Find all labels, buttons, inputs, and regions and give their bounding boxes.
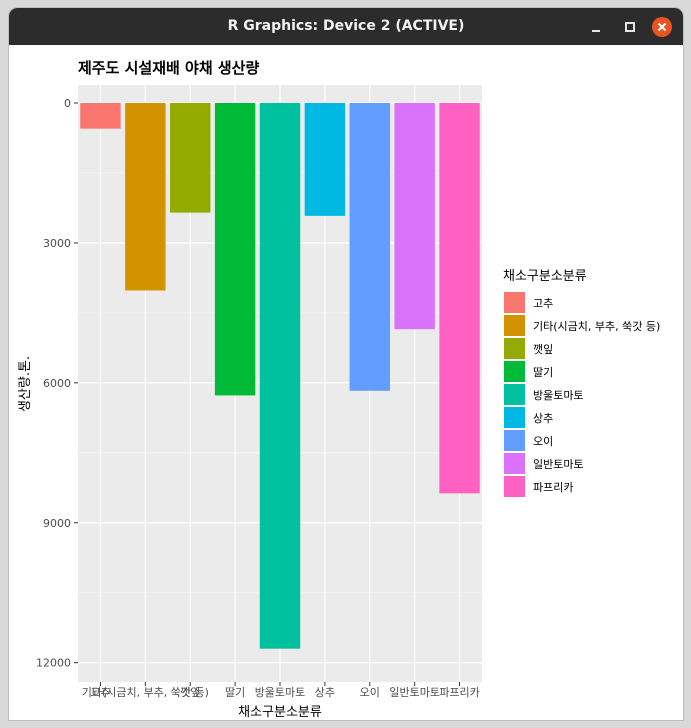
legend-title: 채소구분소분류	[503, 269, 587, 284]
x-tick-label: 깻잎	[180, 686, 200, 699]
x-tick-label: 일반토마토	[389, 685, 440, 699]
legend-label-4: 딸기	[533, 366, 553, 379]
y-axis-ticks: 0 3000 6000 9000 12000	[36, 97, 78, 670]
bars	[80, 103, 480, 649]
x-tick-label: 기타(시금치, 부추, 쑥갓 등)	[82, 686, 209, 699]
legend-label-3: 깻잎	[533, 343, 553, 356]
bar-5	[259, 103, 301, 649]
close-button[interactable]	[652, 17, 672, 37]
legend-key-1	[504, 292, 525, 313]
legend-label-5: 방울토마토	[533, 389, 584, 402]
x-tick-label: 방울토마토	[255, 686, 306, 699]
bar-4	[214, 103, 256, 396]
window-title: R Graphics: Device 2 (ACTIVE)	[227, 18, 465, 34]
x-axis-label: 채소구분소분류	[238, 705, 322, 720]
legend-key-8	[504, 453, 525, 474]
minimize-button[interactable]	[586, 17, 606, 37]
y-tick-label: 12000	[36, 657, 71, 670]
bar-8	[394, 103, 435, 330]
legend-key-5	[504, 384, 525, 405]
plot-area: 제주도 시설재배 야채 생산량 0 3000 6000 9000 12000 고추 기타(…	[9, 45, 683, 720]
title-bar[interactable]: R Graphics: Device 2 (ACTIVE)	[9, 8, 683, 45]
close-icon	[657, 22, 667, 32]
bar-6	[304, 103, 346, 216]
bar-2	[125, 103, 166, 291]
x-tick-label: 파프리카	[439, 686, 479, 699]
legend-key-4	[504, 361, 525, 382]
chart-title: 제주도 시설재배 야채 생산량	[78, 59, 259, 77]
legend-label-6: 상추	[533, 412, 553, 425]
maximize-button[interactable]	[620, 17, 640, 37]
legend-label-7: 오이	[533, 435, 553, 448]
legend-label-9: 파프리카	[533, 481, 573, 494]
maximize-icon	[625, 22, 635, 32]
x-tick-label: 오이	[360, 686, 380, 699]
legend-key-6	[504, 407, 525, 428]
bar-3	[170, 103, 211, 213]
y-axis-label: 생산량.톤.	[18, 356, 33, 412]
x-tick-label: 딸기	[225, 686, 245, 699]
graphics-window: R Graphics: Device 2 (ACTIVE) 제주도 시설재배 야…	[9, 8, 683, 720]
legend-key-9	[504, 476, 525, 497]
legend-key-2	[504, 315, 525, 336]
y-tick-label: 6000	[43, 377, 71, 390]
minimize-icon	[592, 30, 600, 32]
legend-key-3	[504, 338, 525, 359]
y-tick-label: 9000	[43, 517, 71, 530]
legend-label-1: 고추	[533, 297, 553, 310]
x-tick-label: 고추	[90, 686, 110, 699]
bar-9	[439, 103, 480, 494]
y-tick-label: 0	[64, 97, 71, 110]
bar-7	[349, 103, 390, 391]
y-tick-label: 3000	[43, 237, 71, 250]
legend-label-2: 기타(시금치, 부추, 쑥갓 등)	[533, 320, 660, 333]
x-tick-label: 상추	[315, 686, 335, 699]
legend-key-7	[504, 430, 525, 451]
bar-1	[80, 103, 121, 129]
legend-label-8: 일반토마토	[533, 457, 584, 471]
